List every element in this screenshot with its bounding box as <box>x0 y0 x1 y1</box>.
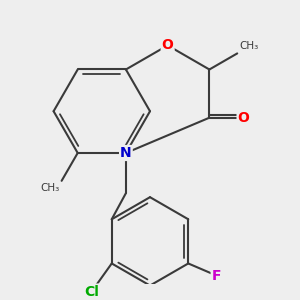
Text: Cl: Cl <box>84 285 99 298</box>
Text: O: O <box>238 111 250 125</box>
Text: CH₃: CH₃ <box>40 183 60 193</box>
Text: CH₃: CH₃ <box>239 41 259 51</box>
Text: F: F <box>212 268 221 283</box>
Text: N: N <box>120 146 132 160</box>
Text: O: O <box>162 38 174 52</box>
